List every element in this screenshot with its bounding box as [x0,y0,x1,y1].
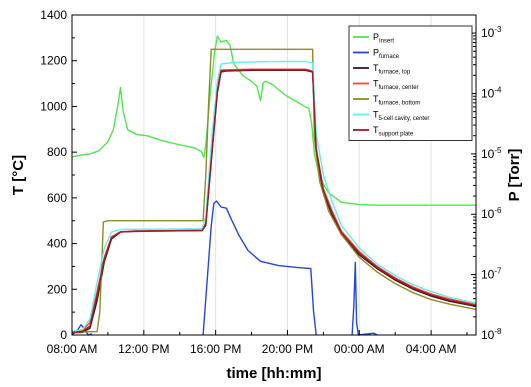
y-right-tick-exponent: -7 [494,267,502,276]
x-tick-label: 20:00 PM [262,342,313,356]
x-tick-label: 08:00 AM [47,342,98,356]
series-line-p-furnace [351,261,378,336]
y-left-tick-label: 0 [60,328,67,342]
legend-box [348,25,473,141]
y-right-tick-label: 10-6 [481,206,502,221]
legend-entry-subscript: furnace, top [379,70,411,76]
y-right-tick-exponent: -6 [494,206,502,215]
y-left-tick-label: 400 [47,237,67,251]
x-tick-label: 16:00 PM [190,342,241,356]
y-left-tick-label: 1200 [40,54,67,68]
x-tick-label: 12:00 PM [118,342,169,356]
legend-entry-subscript: support plate [379,132,414,138]
legend-entry-subscript: Insert [379,39,394,45]
y-right-tick-label: 10-4 [481,85,502,100]
y-left-tick-label: 200 [47,282,67,296]
y-right-tick-label: 10-8 [481,327,502,342]
legend-entry-subscript: furnace, bottom [379,101,421,107]
y-right-tick-exponent: -3 [494,25,502,34]
y-left-tick-label: 1000 [40,99,67,113]
legend-entry-subscript: 5-cell cavity, center [379,116,430,122]
series-line-p-insert [71,35,476,206]
legend-entry-subscript: furnace, center [379,85,419,91]
y-right-tick-exponent: -4 [494,85,502,94]
series-line-t-5-cell-cavity-center [71,60,477,333]
x-axis-title: time [hh:mm] [227,365,322,382]
x-tick-label: 00:00 AM [334,342,385,356]
y-right-tick-label: 10-3 [481,25,502,40]
y-right-tick-exponent: -8 [494,327,502,336]
ticks-layer: 08:00 AM 12:00 PM 16:00 PM 20:00 PM 00:00 AM… [40,8,502,356]
legend-entry-subscript: furnace [379,54,400,60]
y-left-tick-label: 1400 [40,8,67,22]
y-right-tick-exponent: -5 [494,146,502,155]
y-left-tick-label: 800 [47,145,67,159]
y-axis-title-left: T [°C] [10,155,27,195]
series-line-t-furnace-bottom [71,48,477,333]
x-tick-label: 04:00 AM [406,342,457,356]
y-right-tick-label: 10-7 [481,267,502,282]
y-right-tick-label: 10-5 [481,146,502,161]
series-layer [71,35,477,336]
series-line-t-support-plate [71,69,477,333]
y-left-tick-label: 600 [47,191,67,205]
series-line-p-furnace [202,200,317,336]
y-axis-title-right: P [Torr] [506,149,523,202]
